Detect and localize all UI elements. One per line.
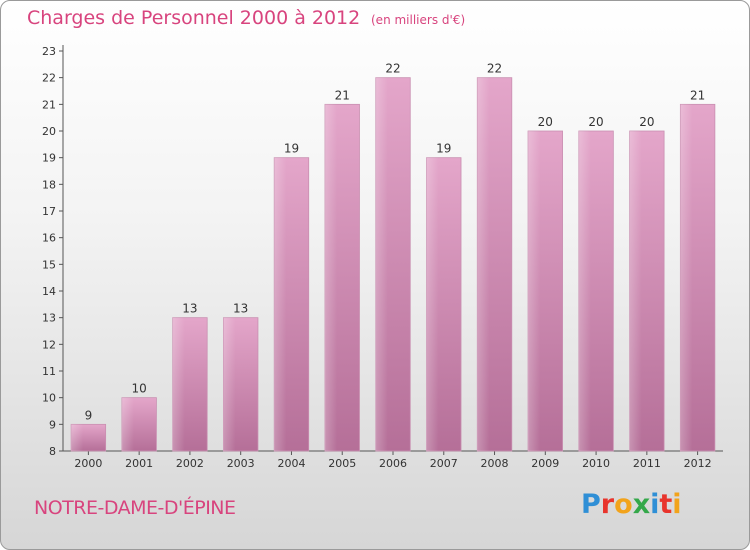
bar-value-label: 20 xyxy=(639,115,654,129)
bar-highlight xyxy=(680,104,693,451)
proxiti-logo: Proxiti xyxy=(581,489,682,520)
bar-highlight xyxy=(528,131,541,451)
labels: 9 2000 10 2001 13 2002 13 2003 19 2004 21 2005 22 200… xyxy=(74,62,711,470)
logo-letter: i xyxy=(650,489,660,520)
x-tick-label: 2012 xyxy=(684,457,712,470)
bar-value-label: 22 xyxy=(385,62,400,76)
bar-value-label: 20 xyxy=(538,115,553,129)
logo-letter: o xyxy=(614,489,633,520)
x-tick-label: 2006 xyxy=(379,457,407,470)
y-tick-label: 16 xyxy=(42,232,56,245)
y-tick-label: 22 xyxy=(42,72,56,85)
chart-subtitle: (en milliers d'€) xyxy=(371,13,466,27)
bar-highlight xyxy=(121,397,134,451)
bar-value-label: 13 xyxy=(233,302,248,316)
logo-letter: r xyxy=(600,489,615,520)
bar-value-label: 21 xyxy=(690,88,705,102)
bars xyxy=(70,77,716,452)
bar-value-label: 21 xyxy=(335,88,350,102)
y-tick-label: 20 xyxy=(42,125,56,138)
x-tick-label: 2005 xyxy=(328,457,356,470)
logo-letter: P xyxy=(581,489,601,520)
y-tick-label: 9 xyxy=(49,418,56,431)
bar-highlight xyxy=(223,317,236,451)
bar-highlight xyxy=(375,77,388,452)
x-tick-label: 2000 xyxy=(74,457,102,470)
bar-value-label: 13 xyxy=(182,302,197,316)
x-tick-label: 2011 xyxy=(633,457,661,470)
y-tick-label: 10 xyxy=(42,392,56,405)
bar-highlight xyxy=(172,317,185,451)
bar-value-label: 10 xyxy=(132,382,147,396)
commune-name: NOTRE-DAME-D'ÉPINE xyxy=(34,497,236,519)
logo-letter: t xyxy=(659,489,673,520)
bar-highlight xyxy=(71,424,84,451)
y-tick-label: 11 xyxy=(42,365,56,378)
y-tick-label: 12 xyxy=(42,338,56,351)
bar-highlight xyxy=(274,157,287,451)
chart-title: Charges de Personnel 2000 à 2012 xyxy=(27,7,361,29)
bar-value-label: 20 xyxy=(588,115,603,129)
y-tick-label: 13 xyxy=(42,312,56,325)
bar-highlight xyxy=(578,131,591,451)
x-tick-label: 2007 xyxy=(430,457,458,470)
x-tick-label: 2010 xyxy=(582,457,610,470)
y-tick-label: 23 xyxy=(42,45,56,58)
bar-highlight xyxy=(426,157,439,451)
y-tick-label: 8 xyxy=(49,445,56,458)
y-tick-label: 19 xyxy=(42,152,56,165)
x-tick-label: 2004 xyxy=(277,457,305,470)
bar-value-label: 19 xyxy=(436,142,451,156)
y-tick-label: 18 xyxy=(42,178,56,191)
x-tick-label: 2008 xyxy=(481,457,509,470)
y-tick-label: 14 xyxy=(42,285,56,298)
bar-highlight xyxy=(324,104,338,451)
bar-value-label: 22 xyxy=(487,62,502,76)
bar-highlight xyxy=(477,77,490,452)
x-tick-label: 2001 xyxy=(125,457,153,470)
logo-letter: i xyxy=(672,489,682,520)
y-tick-label: 15 xyxy=(42,258,56,271)
y-tick-label: 17 xyxy=(42,205,56,218)
bar-value-label: 9 xyxy=(85,408,93,422)
bar-highlight xyxy=(629,131,642,451)
logo-letter: x xyxy=(632,489,651,520)
x-tick-label: 2009 xyxy=(531,457,559,470)
bar-value-label: 19 xyxy=(284,142,299,156)
y-tick-label: 21 xyxy=(42,98,56,111)
x-tick-label: 2002 xyxy=(176,457,204,470)
x-tick-label: 2003 xyxy=(227,457,255,470)
